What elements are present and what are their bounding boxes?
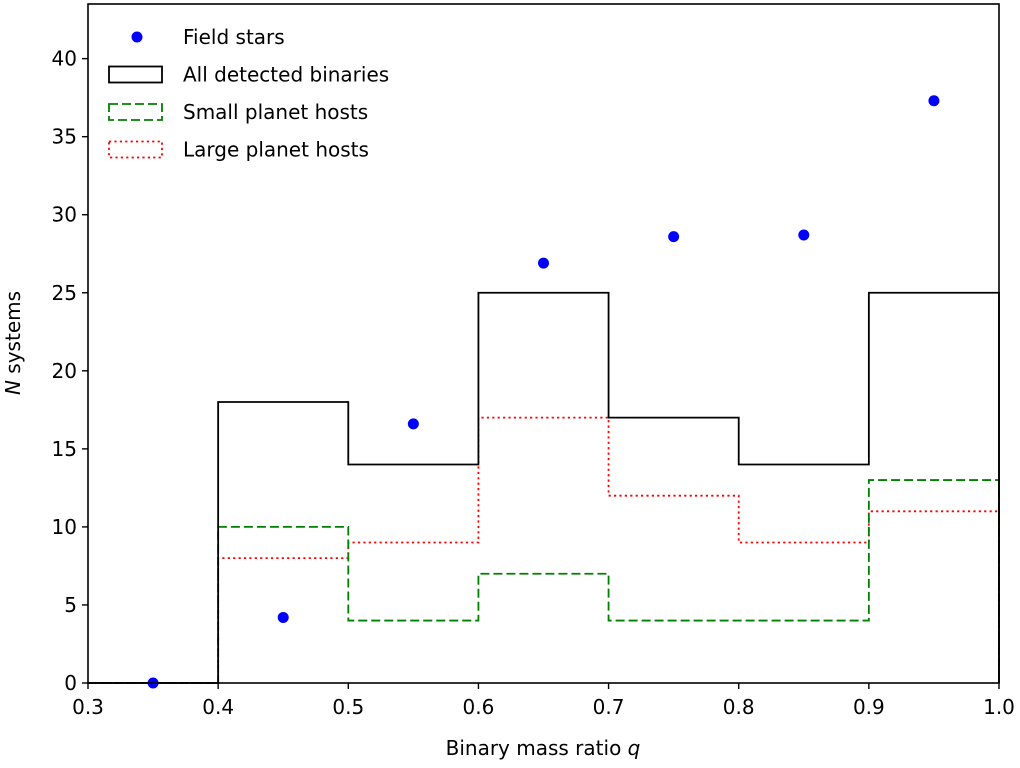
field-star-point — [538, 257, 549, 269]
field-star-point — [277, 611, 289, 623]
legend-item-large-planet-hosts: Large planet hosts — [108, 138, 369, 162]
legend-label: Field stars — [183, 25, 285, 49]
y-tick-label: 30 — [52, 203, 77, 227]
legend-item-field-stars: Field stars — [131, 25, 285, 49]
field-star-point — [798, 229, 810, 241]
x-axis-label: Binary mass ratio q — [446, 736, 641, 760]
field-star-point — [668, 231, 680, 243]
y-tick-label: 0 — [64, 671, 77, 695]
x-tick-label: 0.6 — [463, 695, 495, 719]
y-tick-label: 20 — [52, 359, 77, 383]
legend-swatch — [108, 140, 163, 159]
x-tick-label: 0.4 — [202, 695, 234, 719]
plot-area — [88, 95, 1000, 689]
legend: Field stars All detected binaries Small pl… — [108, 25, 389, 162]
y-tick-label: 25 — [52, 281, 77, 305]
x-tick-label: 0.5 — [332, 695, 364, 719]
legend-marker — [131, 31, 143, 43]
y-tick-label: 5 — [64, 593, 77, 617]
series-all-detected-binaries — [88, 291, 1000, 684]
x-tick-label: 0.9 — [853, 695, 885, 719]
x-tick-label: 0.8 — [723, 695, 755, 719]
legend-item-small-planet-hosts: Small planet hosts — [108, 100, 368, 124]
legend-label: Large planet hosts — [183, 138, 369, 162]
plot-frame — [87, 3, 1000, 684]
field-star-point — [928, 95, 940, 107]
legend-swatch — [108, 103, 163, 121]
x-tick-label: 1.0 — [983, 695, 1015, 719]
y-axis-label: N systems — [1, 291, 25, 395]
x-tick-label: 0.3 — [72, 695, 104, 719]
legend-swatch — [108, 65, 163, 84]
legend-label: All detected binaries — [183, 63, 389, 87]
legend-label: Small planet hosts — [183, 100, 368, 124]
series-large-planet-hosts — [88, 416, 1000, 684]
x-tick-label: 0.7 — [593, 695, 625, 719]
legend-item-all-detected-binaries: All detected binaries — [108, 63, 389, 87]
y-tick-label: 40 — [52, 47, 77, 71]
y-tick-label: 10 — [52, 515, 77, 539]
y-tick-label: 15 — [52, 437, 77, 461]
series-small-planet-hosts — [88, 479, 1000, 684]
field-star-point — [407, 418, 419, 430]
y-tick-label: 35 — [52, 125, 77, 149]
axes: 0.3 0.4 0.5 0.6 0.7 0.8 0.9 1.0 0 5 10 15 20 25 30 35 40 — [52, 47, 1015, 719]
